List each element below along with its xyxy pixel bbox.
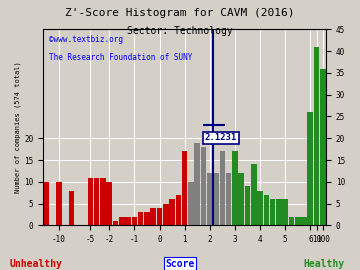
Bar bbox=[207, 173, 213, 225]
Bar bbox=[119, 217, 125, 225]
Bar bbox=[245, 186, 250, 225]
Bar bbox=[220, 151, 225, 225]
Bar bbox=[113, 221, 118, 225]
Text: The Research Foundation of SUNY: The Research Foundation of SUNY bbox=[49, 53, 192, 62]
Text: ©www.textbiz.org: ©www.textbiz.org bbox=[49, 35, 123, 44]
Bar bbox=[320, 69, 326, 225]
Bar bbox=[201, 147, 206, 225]
Bar bbox=[276, 199, 282, 225]
Bar bbox=[56, 182, 62, 225]
Bar bbox=[295, 217, 301, 225]
Bar bbox=[69, 191, 75, 225]
Bar bbox=[107, 182, 112, 225]
Bar bbox=[182, 151, 188, 225]
Bar bbox=[138, 212, 144, 225]
Text: Unhealthy: Unhealthy bbox=[10, 259, 62, 269]
Bar bbox=[194, 143, 200, 225]
Bar bbox=[238, 173, 244, 225]
Bar bbox=[157, 208, 162, 225]
Bar bbox=[314, 47, 319, 225]
Bar bbox=[232, 151, 238, 225]
Bar bbox=[176, 195, 181, 225]
Bar bbox=[307, 112, 313, 225]
Bar bbox=[100, 177, 106, 225]
Bar bbox=[213, 173, 219, 225]
Bar bbox=[131, 217, 137, 225]
Text: Z'-Score Histogram for CAVM (2016): Z'-Score Histogram for CAVM (2016) bbox=[65, 8, 295, 18]
Bar bbox=[257, 191, 263, 225]
Text: Healthy: Healthy bbox=[303, 259, 345, 269]
Bar bbox=[301, 217, 307, 225]
Bar bbox=[251, 164, 257, 225]
Text: 2.1231: 2.1231 bbox=[205, 133, 237, 143]
Bar bbox=[264, 195, 269, 225]
Bar bbox=[282, 199, 288, 225]
Text: Score: Score bbox=[165, 259, 195, 269]
Y-axis label: Number of companies (574 total): Number of companies (574 total) bbox=[15, 62, 22, 193]
Bar bbox=[144, 212, 150, 225]
Bar bbox=[289, 217, 294, 225]
Bar bbox=[87, 177, 93, 225]
Bar bbox=[270, 199, 275, 225]
Bar bbox=[169, 199, 175, 225]
Bar bbox=[94, 177, 99, 225]
Bar bbox=[150, 208, 156, 225]
Bar bbox=[226, 173, 231, 225]
Bar bbox=[188, 182, 194, 225]
Bar bbox=[163, 204, 168, 225]
Bar bbox=[125, 217, 131, 225]
Bar bbox=[44, 182, 49, 225]
Text: Sector: Technology: Sector: Technology bbox=[127, 26, 233, 36]
